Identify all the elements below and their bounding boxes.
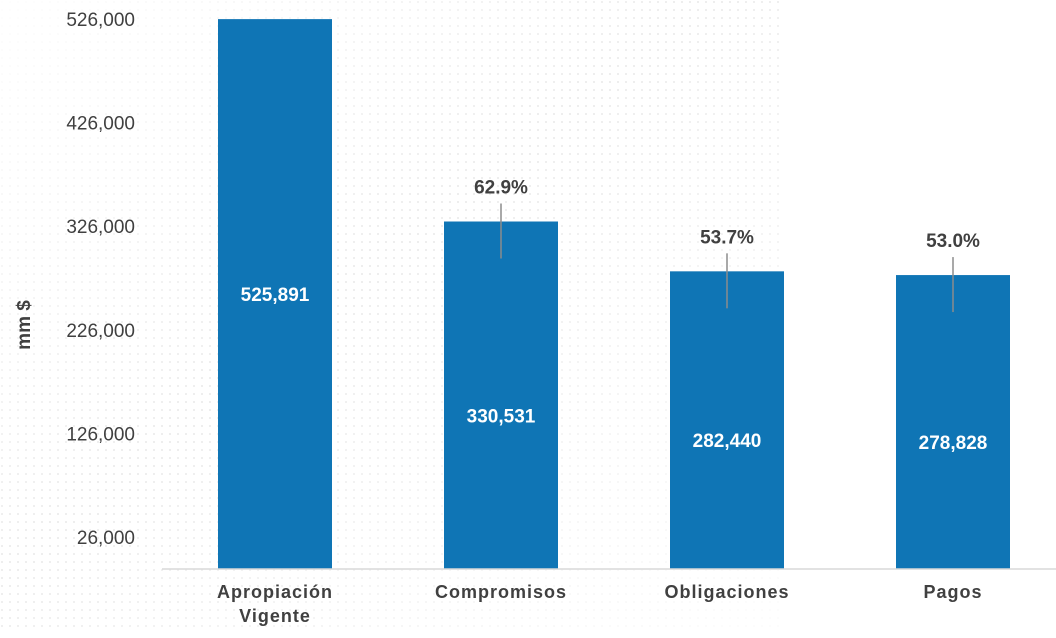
x-tick-label: Obligaciones bbox=[664, 582, 789, 602]
percent-label: 53.0% bbox=[926, 231, 980, 252]
bars-group: 525,891 330,531 62.9% 282,440 53.7% 278,828 53… bbox=[218, 19, 1010, 570]
y-tick-label: 126,000 bbox=[66, 424, 135, 445]
y-tick-label: 326,000 bbox=[66, 217, 135, 238]
percent-label: 53.7% bbox=[700, 227, 754, 248]
bar bbox=[218, 19, 332, 570]
dotted-background bbox=[0, 0, 780, 633]
x-tick-label: Vigente bbox=[239, 606, 311, 626]
y-axis: 526,000 426,000 326,000 226,000 126,000 26,00… bbox=[66, 10, 135, 549]
bar bbox=[670, 271, 784, 569]
bar bbox=[444, 221, 558, 569]
x-tick-label: Compromisos bbox=[435, 582, 567, 602]
y-axis-title: mm $ bbox=[14, 300, 35, 350]
x-tick-label: Apropiación bbox=[217, 582, 333, 602]
bar-value-label: 282,440 bbox=[693, 431, 762, 452]
x-tick-label: Pagos bbox=[923, 582, 982, 602]
percent-label: 62.9% bbox=[474, 178, 528, 199]
bar-value-label: 330,531 bbox=[467, 406, 536, 427]
y-tick-label: 526,000 bbox=[66, 10, 135, 31]
bar-value-label: 525,891 bbox=[241, 285, 310, 306]
bar-value-label: 278,828 bbox=[919, 433, 988, 454]
y-tick-label: 426,000 bbox=[66, 114, 135, 135]
bar bbox=[896, 275, 1010, 569]
x-axis: Apropiación Vigente Compromisos Obligacione… bbox=[217, 582, 982, 626]
y-tick-label: 226,000 bbox=[66, 321, 135, 342]
y-tick-label: 26,000 bbox=[77, 528, 135, 549]
